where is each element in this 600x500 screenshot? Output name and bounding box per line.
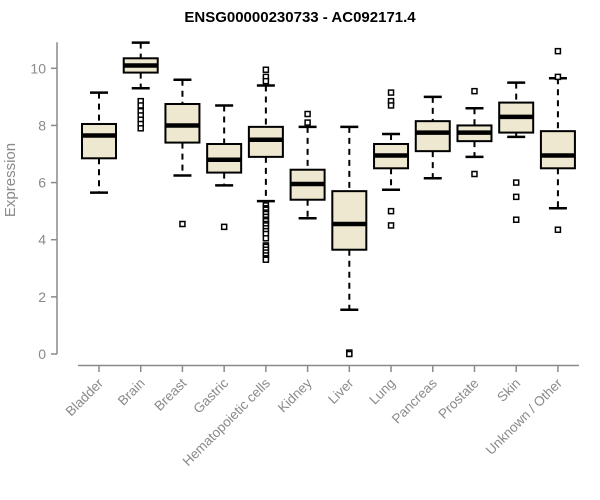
box-skin bbox=[498, 81, 535, 223]
x-tick-label: Kidney bbox=[275, 375, 315, 415]
y-tick-label: 8 bbox=[38, 117, 46, 133]
outlier-point bbox=[471, 87, 478, 95]
outlier-point bbox=[262, 66, 270, 73]
box-breast bbox=[164, 78, 201, 228]
y-tick-label: 0 bbox=[38, 346, 46, 362]
box-hematopoietic-cells bbox=[247, 66, 284, 263]
x-tick-label: Pancreas bbox=[389, 375, 440, 426]
y-axis-label: Expression bbox=[2, 143, 19, 217]
outlier-point bbox=[346, 350, 353, 358]
x-tick-label: Liver bbox=[325, 375, 357, 407]
box-gastric bbox=[206, 104, 243, 231]
outlier-point bbox=[512, 193, 520, 201]
x-tick-label: Breast bbox=[151, 375, 189, 413]
iqr-box bbox=[539, 130, 576, 170]
outlier-point bbox=[387, 222, 395, 229]
box-unknown-other bbox=[539, 47, 576, 233]
outlier-point bbox=[262, 235, 270, 242]
outlier-point bbox=[262, 77, 270, 85]
outlier-point bbox=[512, 216, 520, 223]
outlier-point bbox=[137, 125, 144, 132]
box-pancreas bbox=[414, 95, 451, 180]
box-liver bbox=[331, 125, 368, 358]
outlier-point bbox=[220, 223, 228, 231]
y-tick-label: 2 bbox=[38, 289, 46, 305]
box-kidney bbox=[289, 110, 326, 220]
outlier-point bbox=[512, 179, 520, 186]
x-tick-label: Bladder bbox=[63, 375, 107, 419]
outlier-point bbox=[387, 102, 395, 109]
outlier-point bbox=[554, 47, 562, 55]
chart-title: ENSG00000230733 - AC092171.4 bbox=[184, 9, 416, 26]
outlier-point bbox=[304, 119, 311, 126]
box-lung bbox=[373, 89, 410, 229]
x-tick-label: Skin bbox=[494, 376, 523, 405]
outlier-point bbox=[554, 226, 562, 233]
box-series bbox=[81, 41, 576, 358]
y-tick-label: 10 bbox=[30, 60, 46, 76]
outlier-point bbox=[387, 207, 395, 215]
x-tick-label: Brain bbox=[115, 376, 148, 409]
outlier-point bbox=[179, 220, 186, 228]
outlier-point bbox=[554, 73, 562, 81]
iqr-box bbox=[331, 190, 368, 251]
outlier-point bbox=[471, 170, 478, 178]
x-tick-label: Gastric bbox=[190, 375, 231, 416]
x-tick-label: Lung bbox=[366, 376, 398, 408]
y-tick-label: 4 bbox=[38, 232, 46, 248]
box-brain bbox=[122, 41, 159, 132]
iqr-box bbox=[81, 123, 117, 160]
outlier-point bbox=[137, 102, 144, 109]
outlier-point bbox=[387, 89, 395, 96]
box-prostate bbox=[456, 87, 493, 178]
outlier-point bbox=[262, 256, 270, 263]
y-tick-label: 6 bbox=[38, 175, 46, 191]
box-bladder bbox=[81, 91, 117, 194]
iqr-box bbox=[414, 120, 451, 153]
x-tick-label: Prostate bbox=[435, 376, 481, 422]
outlier-point bbox=[304, 110, 311, 118]
x-tick-label: Unknown / Other bbox=[483, 375, 566, 458]
